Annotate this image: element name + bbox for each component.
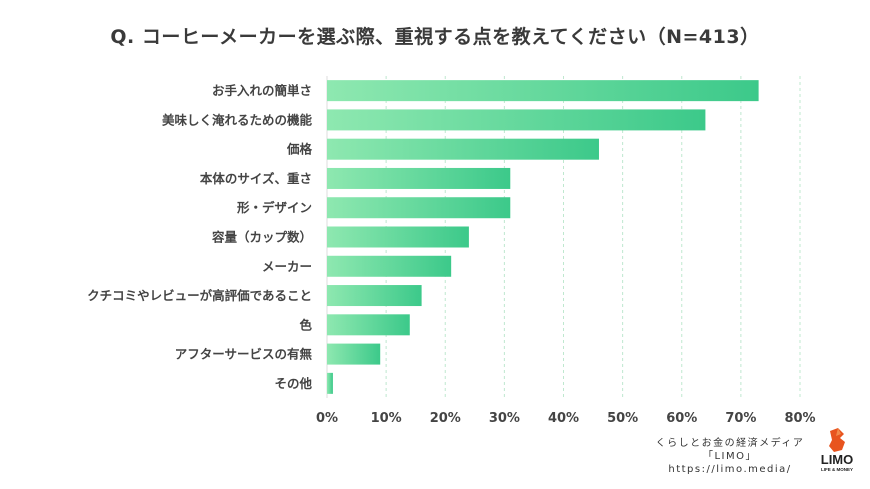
- x-tick-label: 50%: [607, 411, 638, 426]
- bar: [327, 138, 599, 160]
- bar: [327, 226, 469, 248]
- x-tick-label: 0%: [316, 411, 338, 426]
- footer-tagline: くらしとお金の経済メディア: [655, 438, 805, 449]
- limo-logo-icon: LIMO LIFE & MONEY: [821, 428, 854, 472]
- category-label: 美味しく淹れるための機能: [162, 112, 313, 127]
- category-label: クチコミやレビューが高評価であること: [87, 288, 312, 303]
- category-label: 本体のサイズ、重さ: [200, 171, 312, 186]
- footer-credit: くらしとお金の経済メディア 「LIMO」 https://limo.media/: [650, 437, 810, 476]
- footer-url: https://limo.media/: [668, 464, 792, 475]
- bar: [327, 343, 381, 365]
- category-label: アフターサービスの有無: [175, 347, 313, 362]
- bar: [327, 285, 422, 307]
- x-tick-label: 10%: [371, 411, 402, 426]
- category-label: メーカー: [262, 259, 312, 274]
- category-label: 価格: [286, 142, 313, 157]
- category-label: その他: [274, 376, 312, 391]
- bar-chart: お手入れの簡単さ美味しく淹れるための機能価格本体のサイズ、重さ形・デザイン容量（…: [87, 76, 816, 426]
- x-tick-label: 60%: [666, 411, 697, 426]
- x-tick-label: 70%: [725, 411, 756, 426]
- bar: [327, 109, 706, 131]
- footer-brand: 「LIMO」: [702, 451, 758, 462]
- bar: [327, 314, 410, 336]
- logo-name: LIMO: [821, 452, 854, 467]
- bar: [327, 197, 511, 219]
- category-label: 形・デザイン: [237, 200, 312, 215]
- x-tick-label: 40%: [548, 411, 579, 426]
- category-label: お手入れの簡単さ: [212, 83, 312, 98]
- category-label: 容量（カップ数）: [211, 230, 312, 245]
- x-tick-label: 30%: [489, 411, 520, 426]
- bar: [327, 255, 452, 277]
- logo-tagline: LIFE & MONEY: [821, 467, 853, 472]
- bar: [327, 167, 511, 189]
- x-tick-label: 80%: [784, 411, 815, 426]
- category-label: 色: [299, 317, 312, 332]
- bar: [327, 80, 759, 102]
- bar: [327, 372, 333, 394]
- chart-title: Q. コーヒーメーカーを選ぶ際、重視する点を教えてください（N=413）: [110, 26, 760, 48]
- x-tick-label: 20%: [430, 411, 461, 426]
